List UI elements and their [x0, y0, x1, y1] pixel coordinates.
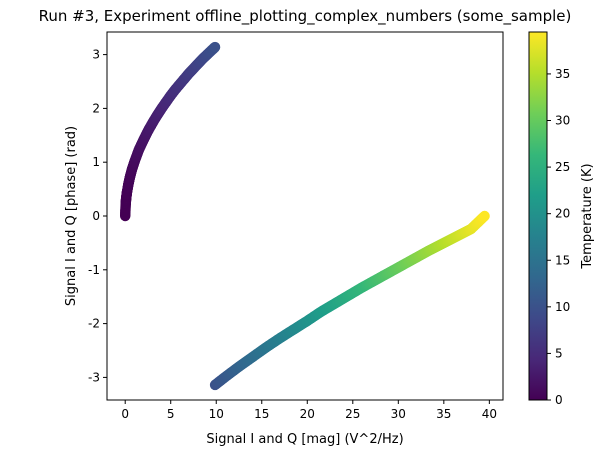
- colorbar-tick-label: 15: [555, 253, 570, 267]
- x-tick-label: 30: [391, 407, 406, 421]
- colorbar-tick-label: 25: [555, 160, 570, 174]
- colorbar-tick-label: 20: [555, 207, 570, 221]
- y-axis-label: Signal I and Q [phase] (rad): [64, 126, 79, 306]
- y-tick-label: -3: [88, 370, 100, 384]
- x-tick-label: 0: [121, 407, 129, 421]
- colorbar-tick-label: 10: [555, 300, 570, 314]
- x-tick-label: 35: [436, 407, 451, 421]
- scatter-points: [120, 41, 490, 391]
- colorbar: 0 5 10 15 20 25 30 35 Temperature (K): [528, 31, 595, 407]
- scatter-point: [479, 210, 490, 222]
- x-tick-label: 5: [167, 407, 175, 421]
- y-tick-label: 3: [92, 48, 100, 62]
- y-tick-label: -1: [88, 263, 100, 277]
- x-tick-label: 40: [482, 407, 497, 421]
- x-axis-label: Signal I and Q [mag] (V^2/Hz): [206, 432, 403, 447]
- x-axis: 0 5 10 15 20 25 30 35 40: [121, 400, 497, 421]
- colorbar-tick-label: 0: [555, 393, 563, 407]
- colorbar-ticks: 0 5 10 15 20 25 30 35: [547, 67, 570, 407]
- y-tick-label: 0: [92, 209, 100, 223]
- x-tick-label: 10: [209, 407, 224, 421]
- colorbar-gradient: [529, 32, 547, 400]
- y-axis: -3 -2 -1 0 1 2 3: [88, 48, 107, 384]
- colorbar-tick-label: 35: [555, 67, 570, 81]
- y-tick-label: -2: [88, 317, 100, 331]
- y-tick-label: 1: [92, 155, 100, 169]
- y-tick-label: 2: [92, 101, 100, 115]
- plot-area: [106, 31, 504, 401]
- x-tick-label: 25: [345, 407, 360, 421]
- colorbar-tick-label: 30: [555, 114, 570, 128]
- colorbar-tick-label: 5: [555, 346, 563, 360]
- x-tick-label: 20: [300, 407, 315, 421]
- colorbar-frame: [528, 31, 548, 401]
- colorbar-label: Temperature (K): [580, 163, 595, 269]
- plot-frame: [106, 31, 504, 401]
- scatter-point: [209, 41, 221, 53]
- x-tick-label: 15: [254, 407, 269, 421]
- chart-title: Run #3, Experiment offline_plotting_comp…: [39, 7, 572, 26]
